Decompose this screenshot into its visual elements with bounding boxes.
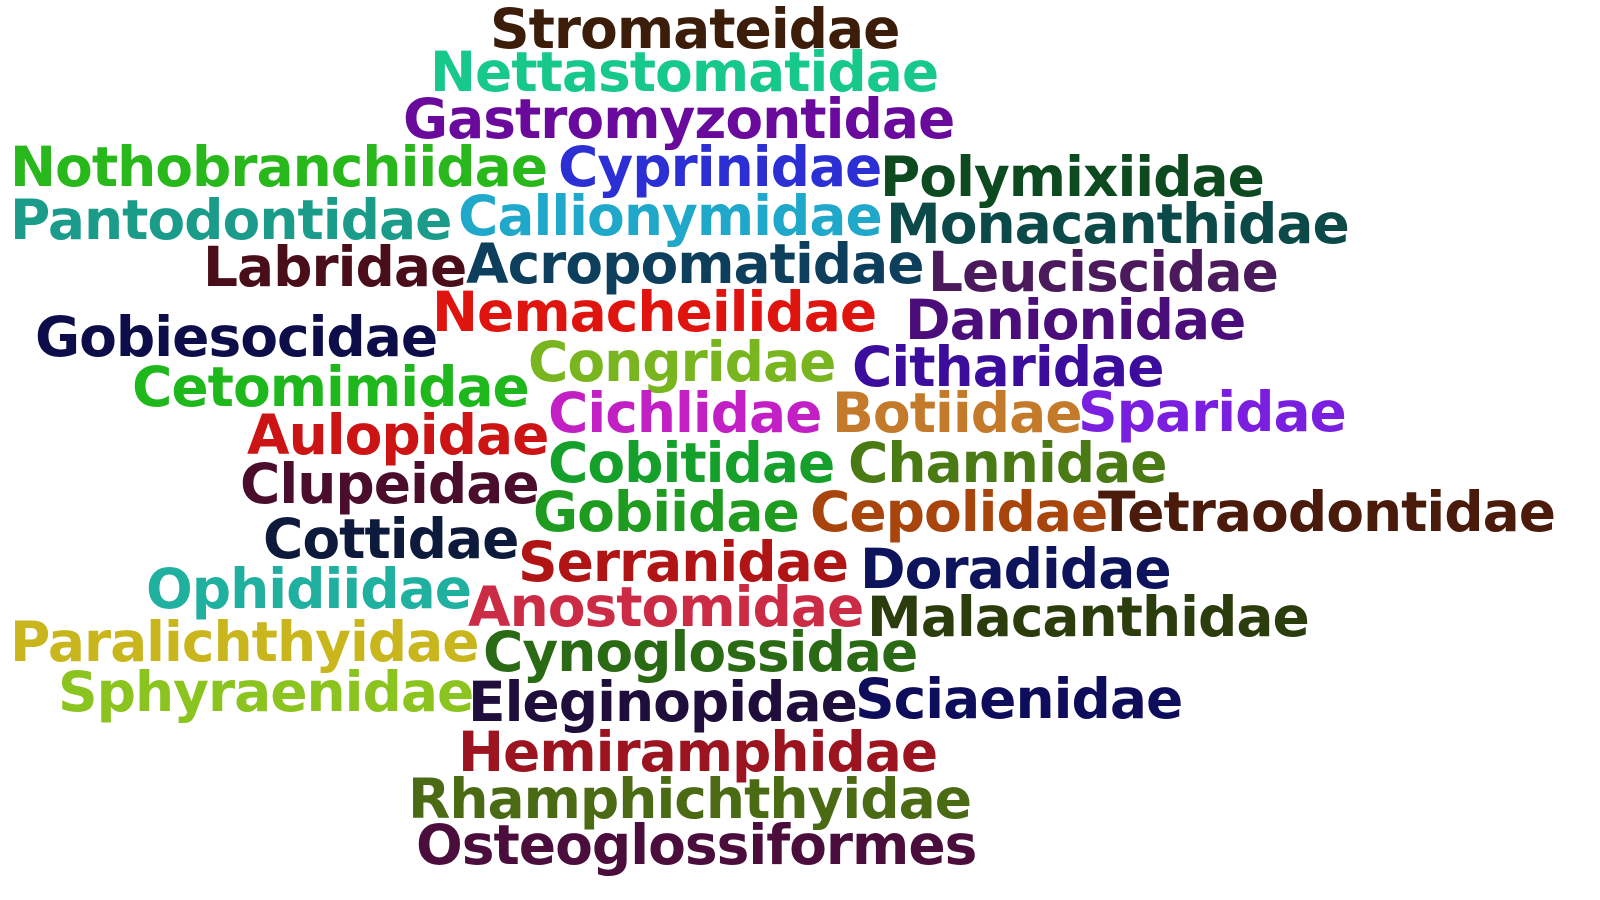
word-aulopidae: Aulopidae bbox=[247, 403, 549, 467]
word-botiidae: Botiidae bbox=[832, 381, 1082, 445]
word-callionymidae: Callionymidae bbox=[458, 184, 883, 248]
word-cyprinidae: Cyprinidae bbox=[558, 135, 882, 199]
word-rhamphichthyidae: Rhamphichthyidae bbox=[408, 767, 972, 831]
word-monacanthidae: Monacanthidae bbox=[886, 192, 1350, 256]
word-doradidae: Doradidae bbox=[860, 537, 1172, 601]
word-cichlidae: Cichlidae bbox=[548, 381, 822, 445]
word-congridae: Congridae bbox=[528, 330, 836, 394]
word-cetomimidae: Cetomimidae bbox=[132, 355, 530, 419]
word-nettastomatidae: Nettastomatidae bbox=[430, 40, 939, 104]
word-polymixiidae: Polymixiidae bbox=[880, 145, 1265, 209]
word-danionidae: Danionidae bbox=[905, 288, 1246, 352]
word-anostomidae: Anostomidae bbox=[468, 575, 864, 639]
word-gastromyzontidae: Gastromyzontidae bbox=[403, 87, 955, 151]
word-gobiidae: Gobiidae bbox=[533, 480, 800, 544]
word-gobiesocidae: Gobiesocidae bbox=[35, 305, 438, 369]
word-sparidae: Sparidae bbox=[1078, 380, 1347, 444]
word-eleginopidae: Eleginopidae bbox=[468, 670, 858, 734]
word-tetraodontidae: Tetraodontidae bbox=[1098, 480, 1556, 544]
word-cepolidae: Cepolidae bbox=[810, 480, 1108, 544]
word-citharidae: Citharidae bbox=[852, 335, 1165, 399]
word-paralichthyidae: Paralichthyidae bbox=[10, 610, 480, 674]
word-nemacheilidae: Nemacheilidae bbox=[432, 280, 877, 344]
word-osteoglossiformes: Osteoglossiformes bbox=[416, 813, 977, 877]
word-cobitidae: Cobitidae bbox=[548, 431, 835, 495]
word-acropomatidae: Acropomatidae bbox=[466, 232, 925, 296]
word-stromateidae: Stromateidae bbox=[490, 0, 900, 61]
word-labridae: Labridae bbox=[203, 235, 467, 299]
word-leuciscidae: Leuciscidae bbox=[928, 240, 1279, 304]
word-cynoglossidae: Cynoglossidae bbox=[483, 620, 918, 684]
word-malacanthidae: Malacanthidae bbox=[867, 585, 1310, 649]
word-nothobranchiidae: Nothobranchiidae bbox=[10, 135, 548, 199]
word-hemiramphidae: Hemiramphidae bbox=[458, 720, 938, 784]
word-sphyraenidae: Sphyraenidae bbox=[58, 660, 474, 724]
word-serranidae: Serranidae bbox=[518, 530, 849, 594]
word-pantodontidae: Pantodontidae bbox=[10, 188, 452, 252]
word-ophidiidae: Ophidiidae bbox=[146, 557, 472, 621]
word-clupeidae: Clupeidae bbox=[240, 452, 540, 516]
word-sciaenidae: Sciaenidae bbox=[855, 667, 1183, 731]
word-cottidae: Cottidae bbox=[263, 507, 519, 571]
word-channidae: Channidae bbox=[848, 431, 1168, 495]
